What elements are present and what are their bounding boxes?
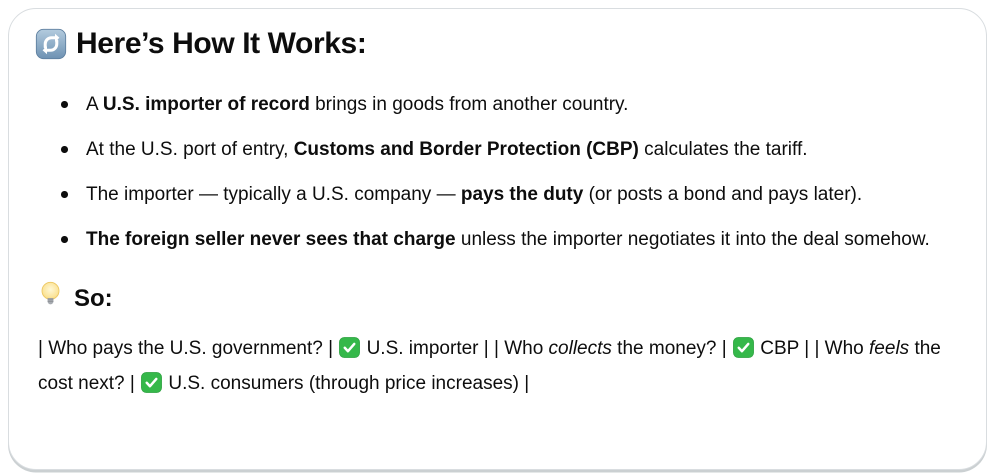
summary-table-text: | Who pays the U.S. government? | U.S. i… — [38, 331, 960, 401]
check-mark-icon — [141, 372, 163, 393]
check-mark-icon — [339, 337, 361, 358]
bullet-bold-text: pays the duty — [460, 184, 584, 205]
summary-text: U.S. consumers (through price increases)… — [163, 373, 530, 394]
list-item: A U.S. importer of record brings in good… — [61, 90, 960, 119]
list-item: The foreign seller never sees that charg… — [61, 225, 960, 254]
light-bulb-icon — [38, 281, 63, 316]
so-subheading-text: So: — [74, 284, 113, 312]
list-item: The importer — typically a U.S. company … — [61, 180, 960, 209]
repeat-icon — [35, 28, 67, 60]
summary-text: | Who pays the U.S. government? | — [38, 338, 339, 359]
list-item: At the U.S. port of entry, Customs and B… — [61, 135, 960, 164]
message-card-content: Here’s How It Works: A U.S. importer of … — [9, 9, 986, 401]
section-heading-text: Here’s How It Works: — [76, 27, 367, 60]
message-card: Here’s How It Works: A U.S. importer of … — [8, 8, 987, 470]
bullet-bold-text: U.S. importer of record — [102, 94, 310, 115]
summary-italic-text: feels — [869, 338, 910, 359]
so-subheading: So: — [38, 281, 960, 316]
bullet-text: At the U.S. port of entry, — [86, 139, 294, 160]
summary-text: CBP | | Who — [754, 338, 870, 359]
check-mark-icon — [733, 337, 754, 358]
bullet-text: (or posts a bond and pays later). — [583, 184, 863, 205]
section-heading: Here’s How It Works: — [35, 26, 960, 62]
bullet-bold-text: Customs and Border Protection (CBP) — [293, 139, 639, 160]
bullet-text: A — [86, 94, 103, 115]
bullet-bold-text: The foreign seller never sees that charg… — [86, 229, 456, 250]
bullet-text: The importer — typically a U.S. company … — [86, 184, 461, 205]
summary-italic-text: collects — [548, 338, 612, 359]
summary-text: U.S. importer | | Who — [361, 338, 549, 359]
summary-text: the money? | — [611, 338, 732, 359]
bullet-text: unless the importer negotiates it into t… — [455, 229, 930, 250]
how-it-works-list: A U.S. importer of record brings in good… — [35, 90, 960, 254]
bullet-text: brings in goods from another country. — [309, 94, 629, 115]
bullet-text: calculates the tariff. — [638, 139, 808, 160]
summary-text: the cost next? | — [38, 338, 941, 394]
